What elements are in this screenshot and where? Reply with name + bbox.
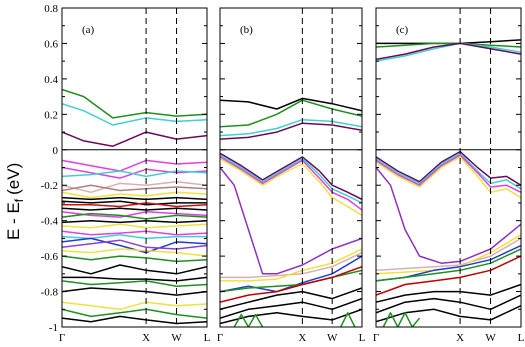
x-tick-label: W (485, 332, 496, 344)
y-tick-label: -0.6 (41, 251, 59, 263)
y-tick-label: 0.4 (44, 74, 58, 86)
panel-2: Γ X W L (c) (373, 7, 525, 344)
band-line (62, 301, 207, 311)
band-line (62, 234, 207, 240)
y-axis-title-unit: (eV) (4, 163, 23, 195)
band-line (376, 167, 521, 264)
band-line (376, 42, 521, 62)
x-tick-label: Γ (373, 332, 379, 344)
band-line (62, 180, 207, 194)
y-tick-label: 0.6 (44, 38, 58, 50)
band-line (376, 150, 521, 186)
x-tick-label: X (456, 332, 464, 344)
y-axis-title-subscript: f (12, 198, 26, 202)
band-line (62, 315, 207, 325)
y-tick-label: 0.8 (44, 3, 58, 15)
x-tick-label: W (327, 332, 338, 344)
band-line (62, 200, 207, 206)
band-line (376, 255, 521, 296)
y-tick-label: -0.2 (41, 180, 58, 192)
band-line (376, 248, 521, 282)
band-line (62, 276, 207, 282)
panel-0: -1 -0.8 -0.6 -0.4 -0.2 0 0.2 0.4 0.6 0.8 Γ X W L (a) (41, 3, 211, 344)
band-line (62, 248, 207, 257)
band-line (376, 305, 521, 323)
band-line (376, 42, 521, 61)
band-lines (376, 39, 521, 327)
x-tick-label: L (518, 332, 525, 344)
band-line (220, 265, 362, 303)
band-line (62, 239, 207, 250)
band-line (62, 202, 207, 208)
y-tick-label: -0.4 (41, 216, 59, 228)
x-tick-label: L (359, 332, 366, 344)
band-line (62, 102, 207, 126)
y-tick-label: 0 (53, 145, 59, 157)
y-tick-label: -1 (49, 322, 58, 334)
band-line (220, 167, 362, 275)
band-line (233, 313, 264, 327)
band-line (62, 219, 207, 224)
x-tick-label: Γ (217, 332, 223, 344)
y-axis-title-main: E - E (4, 202, 23, 240)
band-line (220, 118, 362, 137)
panel-label: (a) (82, 24, 95, 36)
band-line (220, 297, 362, 319)
band-line (220, 97, 362, 112)
band-line (376, 42, 521, 48)
band-line (62, 308, 207, 319)
band-line (376, 294, 521, 314)
band-line (376, 237, 521, 272)
band-lines (62, 88, 207, 325)
band-line (220, 152, 362, 201)
band-line (62, 170, 207, 178)
y-tick-label: 0.2 (44, 109, 58, 121)
band-line (62, 131, 207, 147)
x-tick-label: W (171, 332, 182, 344)
band-line (62, 255, 207, 263)
band-line (376, 156, 521, 199)
band-line (62, 223, 207, 229)
band-line (62, 88, 207, 119)
band-line (382, 312, 421, 327)
band-line (62, 191, 207, 199)
band-line (376, 283, 521, 303)
band-lines (220, 97, 362, 327)
band-line (62, 237, 207, 254)
band-line (62, 264, 207, 275)
band-line (62, 287, 207, 296)
band-line (340, 312, 356, 327)
band-line (376, 154, 521, 193)
x-tick-label: X (142, 332, 150, 344)
y-tick-label: -0.8 (41, 287, 59, 299)
band-line (62, 230, 207, 236)
panels-group: -1 -0.8 -0.6 -0.4 -0.2 0 0.2 0.4 0.6 0.8 Γ X W L (a) Γ X… (41, 3, 525, 344)
panel-label: (b) (240, 24, 253, 36)
panel-1: Γ X W L (b) (217, 7, 366, 344)
band-line (220, 122, 362, 140)
band-line (220, 248, 362, 282)
band-line (62, 159, 207, 172)
panel-label: (c) (396, 24, 409, 36)
band-line (62, 280, 207, 287)
x-tick-label: L (204, 332, 211, 344)
band-line (62, 184, 207, 192)
band-line (62, 196, 207, 201)
band-line (62, 207, 207, 211)
band-line (62, 212, 207, 220)
x-tick-label: X (298, 332, 306, 344)
band-line (220, 287, 362, 311)
y-axis-title: E - Ef (eV) (4, 163, 26, 240)
x-tick-label: Γ (59, 332, 65, 344)
band-line (62, 166, 207, 179)
band-line (220, 255, 362, 293)
band-line (220, 99, 362, 128)
